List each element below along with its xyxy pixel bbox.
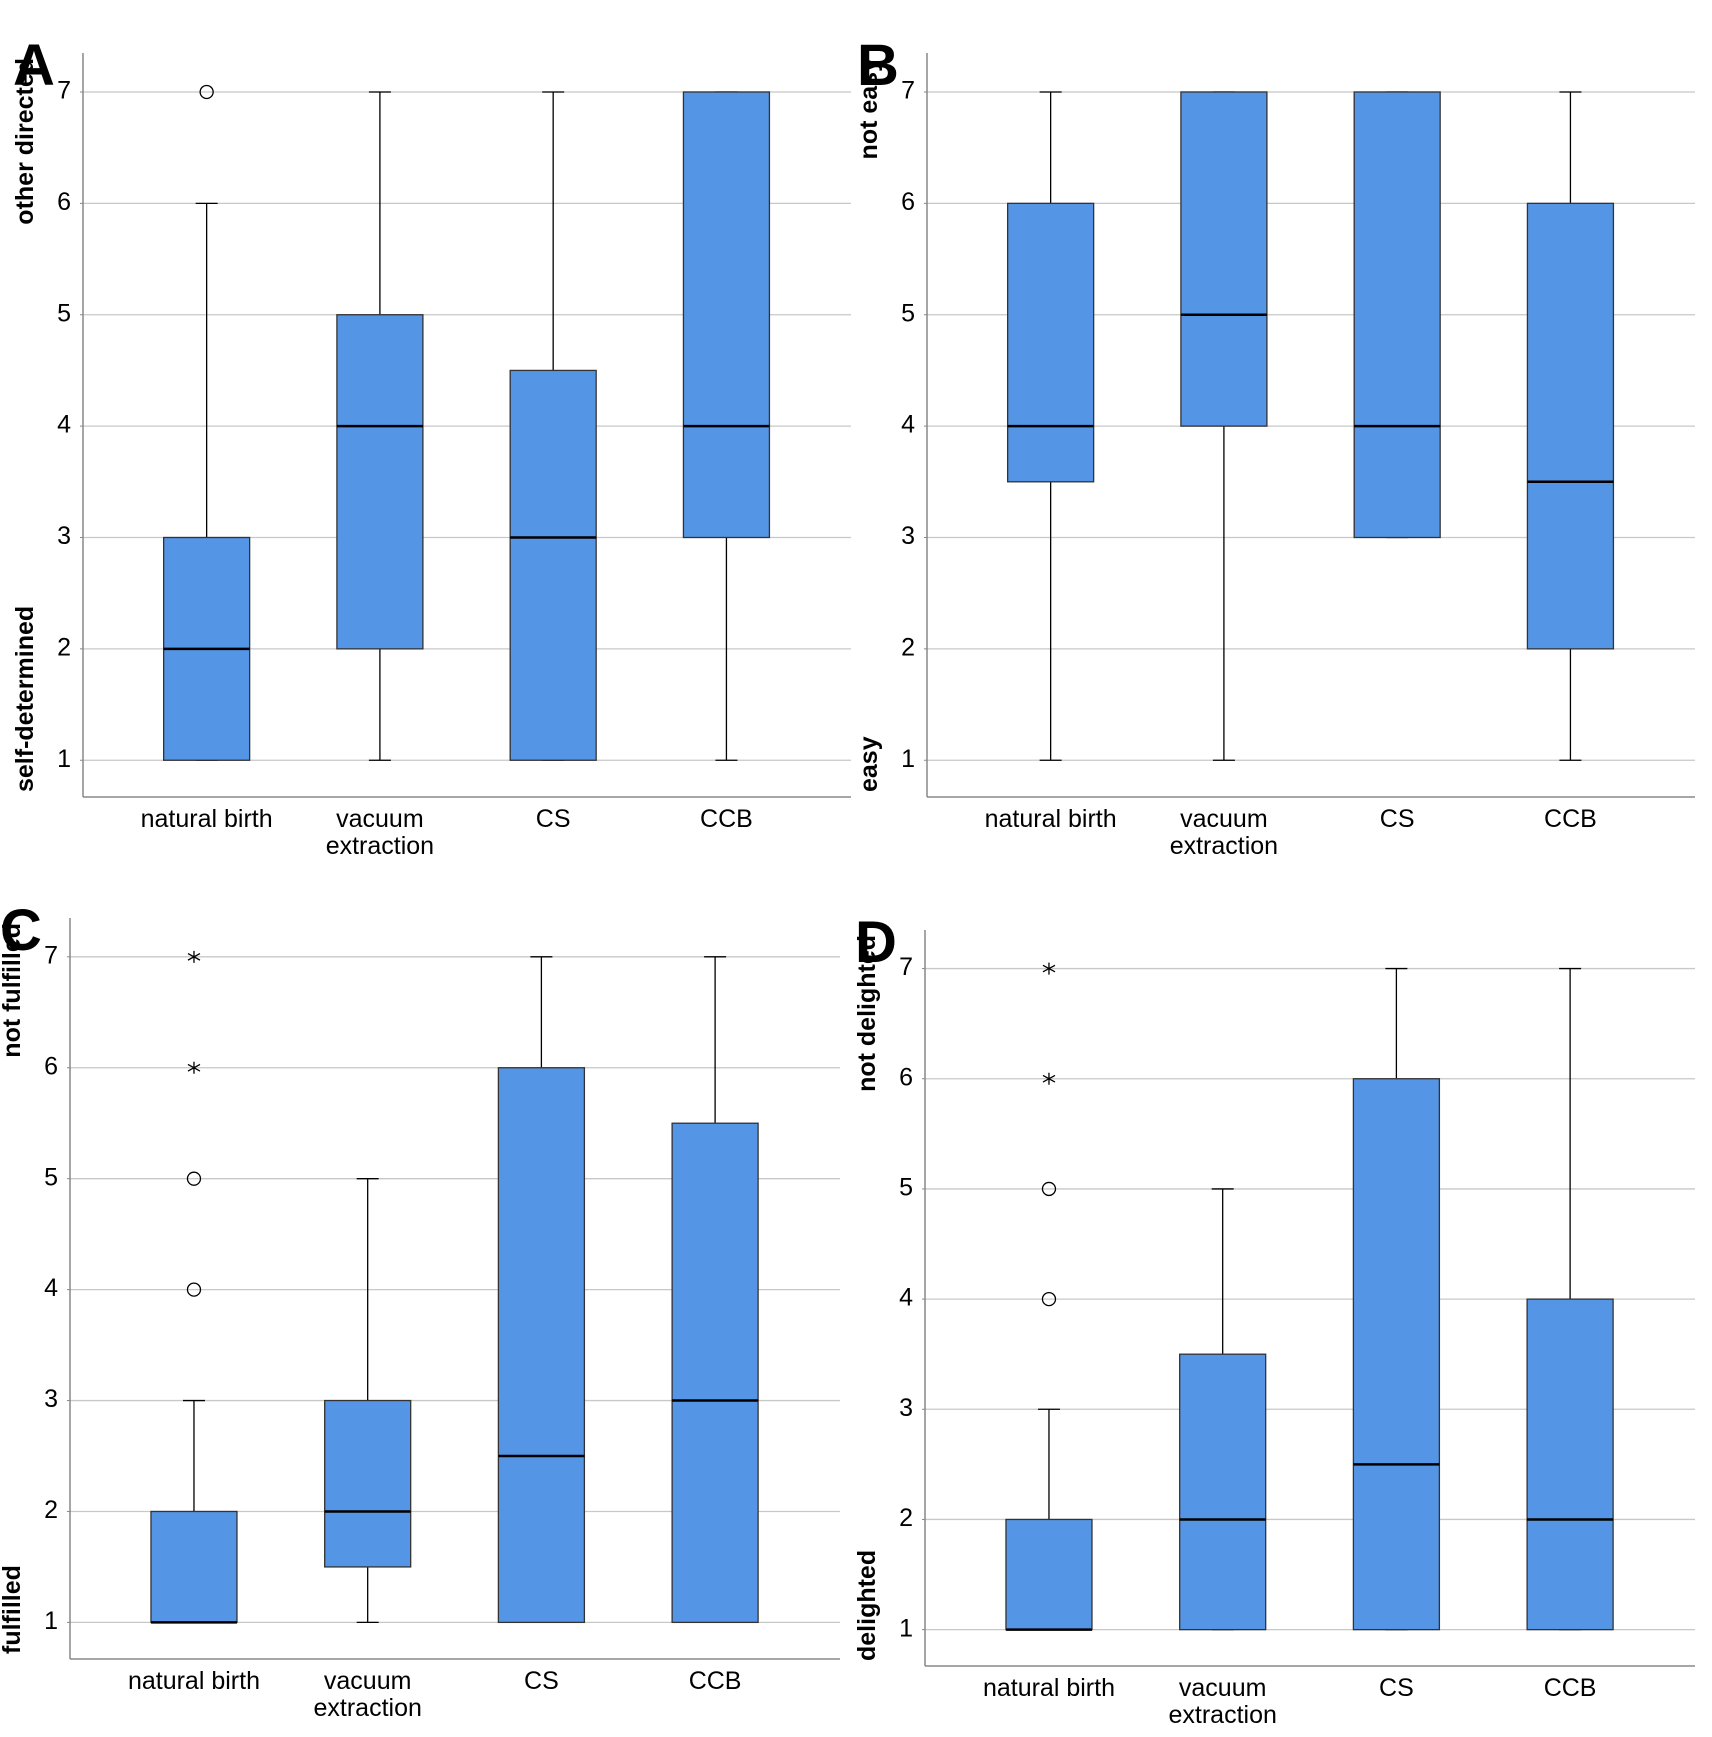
- box: [1179, 1353, 1267, 1631]
- box: [150, 1510, 238, 1624]
- y-tick-label: 7: [901, 77, 915, 105]
- y-tick-label: 2: [899, 1504, 913, 1532]
- y-tick-label: 6: [899, 1063, 913, 1091]
- y-axis-title-top: other directed: [11, 58, 39, 225]
- box: [336, 314, 424, 650]
- box: [324, 1399, 412, 1568]
- panel-label: B: [857, 33, 899, 98]
- y-tick-label: 4: [899, 1284, 913, 1312]
- x-tick-label: CCB: [1544, 1674, 1597, 1702]
- box: [509, 369, 597, 761]
- x-tick-label: CS: [1379, 1674, 1414, 1702]
- y-tick-label: 5: [899, 1174, 913, 1202]
- outlier-circle: [199, 84, 214, 100]
- x-tick-label: CS: [524, 1667, 559, 1695]
- box: [1005, 1518, 1093, 1631]
- x-tick-label: CCB: [700, 805, 753, 833]
- panel-label: C: [0, 898, 42, 963]
- box: [1180, 91, 1268, 427]
- x-tick-label: natural birth: [985, 805, 1117, 833]
- y-tick-label: 6: [57, 188, 71, 216]
- box: [1006, 202, 1095, 483]
- box: [497, 1067, 586, 1624]
- y-tick-label: 1: [44, 1607, 58, 1635]
- panel-label: D: [855, 910, 897, 975]
- box: [1526, 202, 1615, 650]
- x-tick-label: vacuum extraction: [1168, 1674, 1276, 1729]
- y-tick-label: 2: [57, 633, 71, 661]
- y-tick-label: 5: [44, 1163, 58, 1191]
- outlier-circle: [1041, 1181, 1057, 1197]
- x-tick-label: CCB: [1544, 805, 1597, 833]
- outlier-circle: [1041, 1291, 1057, 1307]
- outlier-circle: [186, 1171, 202, 1186]
- y-tick-label: 7: [44, 941, 58, 969]
- panel-label: A: [13, 33, 55, 98]
- outlier-star: [187, 950, 201, 963]
- box: [682, 91, 771, 539]
- outlier-circle: [186, 1282, 202, 1297]
- y-axis-title-bottom: delighted: [853, 1550, 881, 1661]
- x-tick-label: vacuum extraction: [313, 1667, 421, 1722]
- y-tick-label: 1: [901, 745, 915, 773]
- y-tick-label: 1: [899, 1614, 913, 1642]
- box: [1353, 91, 1441, 539]
- y-axis-title-top: not delighted: [853, 935, 881, 1092]
- x-tick-label: vacuum extraction: [326, 805, 434, 860]
- x-tick-label: vacuum extraction: [1170, 805, 1278, 860]
- x-tick-label: natural birth: [128, 1667, 260, 1695]
- x-tick-label: CCB: [689, 1667, 742, 1695]
- box: [1526, 1298, 1614, 1631]
- x-tick-label: CS: [1380, 805, 1415, 833]
- box: [671, 1122, 759, 1624]
- y-tick-label: 1: [57, 745, 71, 773]
- y-tick-label: 5: [57, 299, 71, 327]
- y-tick-label: 2: [901, 633, 915, 661]
- y-tick-label: 2: [44, 1496, 58, 1524]
- y-tick-label: 7: [899, 953, 913, 981]
- y-tick-label: 6: [44, 1052, 58, 1080]
- y-tick-label: 3: [57, 522, 71, 550]
- y-tick-label: 3: [44, 1385, 58, 1413]
- x-tick-label: natural birth: [141, 805, 273, 833]
- outlier-star: [1042, 962, 1056, 975]
- y-tick-label: 3: [899, 1394, 913, 1422]
- y-tick-label: 4: [57, 411, 71, 439]
- y-axis-title-top: not easy: [855, 58, 883, 160]
- outlier-star: [1042, 1072, 1056, 1085]
- y-axis-title-top: not fulfilled: [0, 923, 26, 1058]
- y-tick-label: 5: [901, 299, 915, 327]
- y-tick-label: 4: [44, 1274, 58, 1302]
- y-axis-title-bottom: self-determined: [11, 606, 39, 792]
- outlier-star: [187, 1061, 201, 1074]
- y-tick-label: 3: [901, 522, 915, 550]
- y-axis-title-bottom: easy: [855, 736, 883, 792]
- x-tick-label: natural birth: [983, 1674, 1115, 1702]
- x-tick-label: CS: [536, 805, 571, 833]
- y-tick-label: 6: [901, 188, 915, 216]
- y-tick-label: 4: [901, 411, 915, 439]
- box: [1352, 1078, 1441, 1631]
- y-tick-label: 7: [57, 77, 71, 105]
- y-axis-title-bottom: fulfilled: [0, 1565, 26, 1654]
